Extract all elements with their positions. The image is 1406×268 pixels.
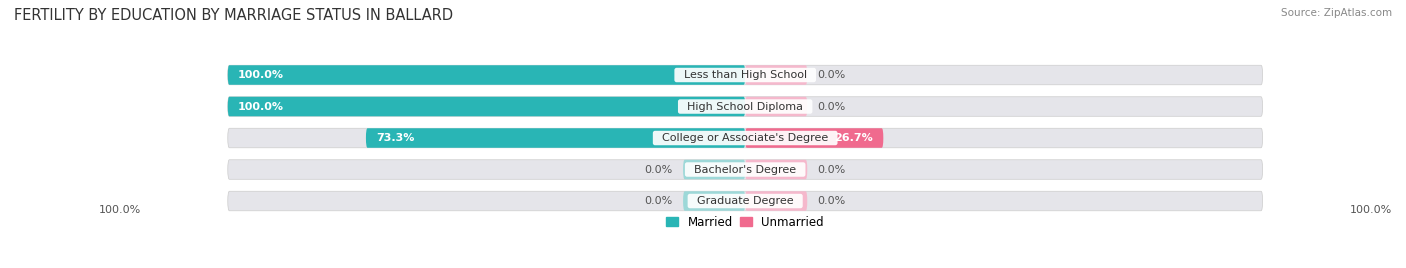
Text: FERTILITY BY EDUCATION BY MARRIAGE STATUS IN BALLARD: FERTILITY BY EDUCATION BY MARRIAGE STATU…: [14, 8, 453, 23]
Text: 26.7%: 26.7%: [834, 133, 873, 143]
FancyBboxPatch shape: [228, 97, 745, 116]
FancyBboxPatch shape: [228, 65, 745, 85]
FancyBboxPatch shape: [745, 160, 807, 179]
Text: 0.0%: 0.0%: [818, 70, 846, 80]
Text: 0.0%: 0.0%: [818, 196, 846, 206]
Text: Bachelor's Degree: Bachelor's Degree: [688, 165, 803, 174]
FancyBboxPatch shape: [228, 191, 1263, 211]
FancyBboxPatch shape: [745, 65, 807, 85]
FancyBboxPatch shape: [228, 97, 1263, 116]
Text: Less than High School: Less than High School: [676, 70, 814, 80]
FancyBboxPatch shape: [745, 97, 807, 116]
Text: 0.0%: 0.0%: [818, 165, 846, 174]
Text: College or Associate's Degree: College or Associate's Degree: [655, 133, 835, 143]
FancyBboxPatch shape: [228, 128, 1263, 148]
Text: Source: ZipAtlas.com: Source: ZipAtlas.com: [1281, 8, 1392, 18]
Text: 100.0%: 100.0%: [238, 102, 284, 111]
FancyBboxPatch shape: [683, 160, 745, 179]
Text: High School Diploma: High School Diploma: [681, 102, 810, 111]
Legend: Married, Unmarried: Married, Unmarried: [664, 213, 827, 231]
Text: 0.0%: 0.0%: [644, 165, 672, 174]
FancyBboxPatch shape: [683, 191, 745, 211]
Text: 0.0%: 0.0%: [818, 102, 846, 111]
FancyBboxPatch shape: [366, 128, 745, 148]
Text: Graduate Degree: Graduate Degree: [690, 196, 800, 206]
FancyBboxPatch shape: [228, 160, 1263, 179]
Text: 73.3%: 73.3%: [377, 133, 415, 143]
Text: 100.0%: 100.0%: [1350, 205, 1392, 215]
Text: 100.0%: 100.0%: [238, 70, 284, 80]
FancyBboxPatch shape: [745, 191, 807, 211]
Text: 100.0%: 100.0%: [98, 205, 141, 215]
FancyBboxPatch shape: [228, 65, 1263, 85]
FancyBboxPatch shape: [745, 128, 883, 148]
Text: 0.0%: 0.0%: [644, 196, 672, 206]
